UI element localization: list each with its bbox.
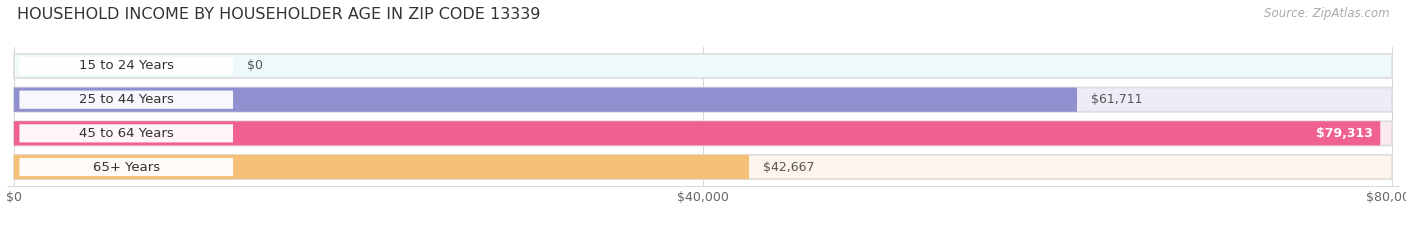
Text: 15 to 24 Years: 15 to 24 Years xyxy=(79,59,174,72)
Text: 25 to 44 Years: 25 to 44 Years xyxy=(79,93,174,106)
FancyBboxPatch shape xyxy=(14,155,749,179)
Text: $0: $0 xyxy=(247,59,263,72)
FancyBboxPatch shape xyxy=(20,158,233,176)
Text: $42,667: $42,667 xyxy=(762,161,814,174)
FancyBboxPatch shape xyxy=(14,88,1392,112)
FancyBboxPatch shape xyxy=(20,124,233,142)
Text: $79,313: $79,313 xyxy=(1316,127,1374,140)
FancyBboxPatch shape xyxy=(14,121,1381,145)
Text: 45 to 64 Years: 45 to 64 Years xyxy=(79,127,173,140)
Text: HOUSEHOLD INCOME BY HOUSEHOLDER AGE IN ZIP CODE 13339: HOUSEHOLD INCOME BY HOUSEHOLDER AGE IN Z… xyxy=(17,7,540,22)
Text: 65+ Years: 65+ Years xyxy=(93,161,160,174)
FancyBboxPatch shape xyxy=(14,88,1077,112)
FancyBboxPatch shape xyxy=(20,91,233,109)
FancyBboxPatch shape xyxy=(20,57,233,75)
Text: Source: ZipAtlas.com: Source: ZipAtlas.com xyxy=(1264,7,1389,20)
Text: $61,711: $61,711 xyxy=(1091,93,1142,106)
FancyBboxPatch shape xyxy=(14,121,1392,145)
FancyBboxPatch shape xyxy=(14,54,1392,78)
FancyBboxPatch shape xyxy=(14,155,1392,179)
